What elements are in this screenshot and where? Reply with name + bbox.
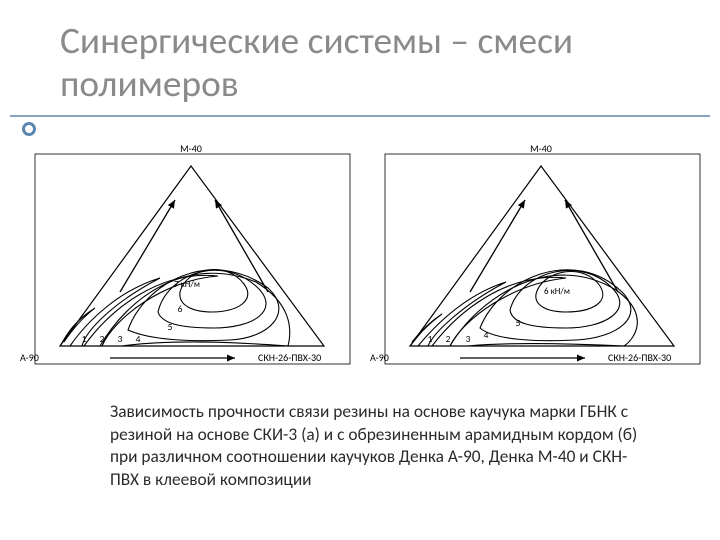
ternary-figure-a: 1234567 кН/мМ-40А-90СКН-26-ПВХ-30	[10, 142, 360, 382]
slide: Синергические системы – смеси полимеров …	[0, 0, 720, 540]
figure-caption: Зависимость прочности связи резины на ос…	[110, 400, 640, 490]
vertex-label-right: СКН-26-ПВХ-30	[608, 351, 671, 364]
ternary-triangle	[410, 166, 674, 346]
vertex-label-left: А-90	[370, 351, 389, 364]
axis-arrow	[110, 355, 235, 362]
axis-arrow	[470, 200, 525, 292]
ternary-svg: 1234567 кН/мМ-40А-90СКН-26-ПВХ-30	[10, 142, 360, 374]
contour-line	[60, 308, 95, 346]
axis-arrow	[120, 200, 175, 292]
figures-row: 1234567 кН/мМ-40А-90СКН-26-ПВХ-30 123456…	[0, 142, 720, 382]
axis-arrow	[565, 200, 618, 292]
vertex-label-right: СКН-26-ПВХ-30	[258, 351, 321, 364]
center-value-label: 6 кН/м	[544, 286, 570, 297]
contour-label: 6	[178, 303, 183, 315]
contour-line	[410, 314, 442, 346]
ternary-figure-b: 123456 кН/мМ-40А-90СКН-26-ПВХ-30	[360, 142, 710, 382]
vertex-label-top: М-40	[530, 142, 552, 155]
ternary-svg: 123456 кН/мМ-40А-90СКН-26-ПВХ-30	[360, 142, 710, 374]
divider-rule	[10, 115, 710, 117]
slide-title: Синергические системы – смеси полимеров	[60, 20, 660, 106]
ternary-triangle	[60, 166, 324, 346]
contour-label: 3	[118, 333, 123, 345]
axis-arrow	[460, 355, 585, 362]
vertex-label-left: А-90	[20, 351, 39, 364]
contour-line	[128, 270, 279, 341]
contour-label: 5	[516, 317, 521, 329]
contour-line	[480, 270, 631, 341]
vertex-label-top: М-40	[180, 142, 202, 155]
contour-label: 2	[446, 333, 451, 345]
divider-bullet-icon	[22, 122, 36, 136]
center-value-label: 7 кН/м	[174, 279, 200, 290]
axis-arrow	[215, 200, 268, 292]
contour-label: 3	[466, 333, 471, 345]
